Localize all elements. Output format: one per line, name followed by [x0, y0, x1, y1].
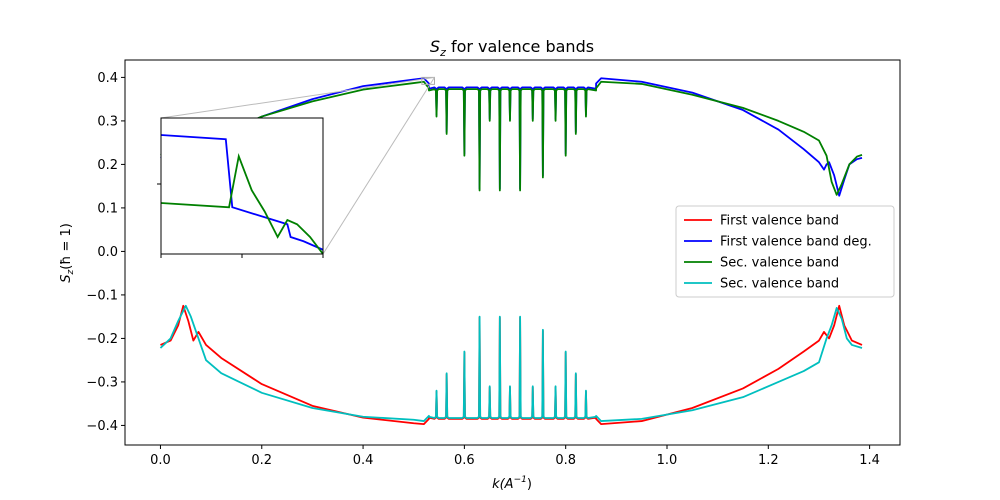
chart-title-rest: for valence bands — [446, 37, 594, 56]
x-tick-label: 0.8 — [555, 453, 576, 468]
inset-lines — [161, 134, 323, 254]
y-axis-label: Sz(ħ = 1) — [59, 223, 76, 283]
inset-line-green — [161, 152, 323, 254]
x-tick-label: 1.4 — [859, 453, 880, 468]
legend-box — [675, 205, 895, 298]
chart-title: Sz for valence bands — [430, 37, 594, 59]
x-tick-label: 0.0 — [150, 453, 171, 468]
chart-title-sub: z — [439, 46, 446, 59]
y-axis-label-sub: z — [66, 270, 76, 276]
series-line-3 — [160, 80, 863, 196]
y-tick-label: 0.0 — [97, 245, 118, 260]
y-tick-label: −0.1 — [86, 288, 118, 303]
y-tick-label: 0.4 — [97, 71, 118, 86]
inset-background — [161, 118, 323, 254]
x-axis-label-sup: −1 — [514, 475, 527, 485]
x-tick-label: 0.6 — [454, 453, 475, 468]
x-axis-ticks: 0.0 0.2 0.4 0.6 0.8 1.0 1.2 1.4 — [150, 445, 880, 468]
inset-connector-lines — [160, 76, 435, 255]
x-axis-label-rest: ) — [527, 477, 532, 492]
zoom-region-box — [421, 76, 435, 85]
series-line-4 — [159, 304, 863, 422]
x-axis-label: k(A−1) — [492, 475, 532, 492]
y-tick-label: −0.3 — [86, 375, 118, 390]
y-tick-label: −0.4 — [86, 419, 118, 434]
zoom-inset — [157, 117, 324, 258]
legend-entry-label: First valence band — [720, 214, 839, 229]
y-tick-label: −0.2 — [86, 332, 118, 347]
legend-entry-label: Sec. valence band — [720, 277, 839, 292]
legend-entry-label: Sec. valence band — [720, 256, 839, 271]
x-tick-label: 0.2 — [251, 453, 272, 468]
plot-lines — [159, 77, 863, 426]
legend: First valence band First valence band deg… — [675, 205, 895, 298]
x-tick-label: 0.4 — [353, 453, 374, 468]
x-tick-label: 1.2 — [758, 453, 779, 468]
y-tick-label: 0.3 — [97, 114, 118, 129]
inset-line-blue — [161, 134, 323, 251]
chart-title-main: S — [430, 37, 440, 56]
y-axis-ticks: −0.4 −0.3 −0.2 −0.1 0.0 0.1 0.2 0.3 0.4 — [86, 71, 125, 434]
legend-entry-label: First valence band deg. — [720, 235, 872, 250]
y-tick-label: 0.1 — [97, 201, 118, 216]
y-axis-label-rest: (ħ = 1) — [59, 223, 74, 270]
plot-frame — [124, 59, 901, 446]
y-axis-label-main: S — [59, 275, 74, 283]
x-tick-label: 1.0 — [657, 453, 678, 468]
inset-connector-top — [160, 76, 435, 119]
y-tick-label: 0.2 — [97, 158, 118, 173]
inset-connector-bottom — [322, 77, 435, 255]
x-axis-label-main: k(A — [492, 477, 514, 492]
